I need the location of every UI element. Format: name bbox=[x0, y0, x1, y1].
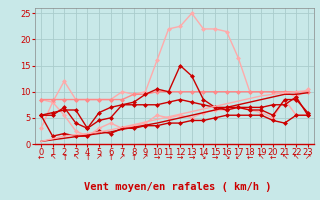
Text: →: → bbox=[177, 152, 183, 162]
Text: ←: ← bbox=[38, 152, 44, 162]
Text: ↑: ↑ bbox=[84, 152, 91, 162]
Text: ↖: ↖ bbox=[293, 152, 300, 162]
Text: ←: ← bbox=[247, 152, 253, 162]
Text: ↗: ↗ bbox=[119, 152, 125, 162]
Text: ←: ← bbox=[270, 152, 276, 162]
Text: ↙: ↙ bbox=[235, 152, 241, 162]
Text: →: → bbox=[188, 152, 195, 162]
Text: →: → bbox=[154, 152, 160, 162]
Text: ↖: ↖ bbox=[73, 152, 79, 162]
Text: ↗: ↗ bbox=[305, 152, 311, 162]
Text: ↑: ↑ bbox=[131, 152, 137, 162]
Text: ↗: ↗ bbox=[142, 152, 148, 162]
Text: →: → bbox=[212, 152, 218, 162]
Text: ↑: ↑ bbox=[108, 152, 114, 162]
Text: ↗: ↗ bbox=[96, 152, 102, 162]
Text: ↘: ↘ bbox=[200, 152, 207, 162]
Text: ↖: ↖ bbox=[258, 152, 265, 162]
Text: ↖: ↖ bbox=[281, 152, 288, 162]
Text: ↘: ↘ bbox=[223, 152, 230, 162]
Text: Vent moyen/en rafales ( km/h ): Vent moyen/en rafales ( km/h ) bbox=[84, 182, 271, 192]
Text: ↖: ↖ bbox=[49, 152, 56, 162]
Text: ↑: ↑ bbox=[61, 152, 68, 162]
Text: →: → bbox=[165, 152, 172, 162]
